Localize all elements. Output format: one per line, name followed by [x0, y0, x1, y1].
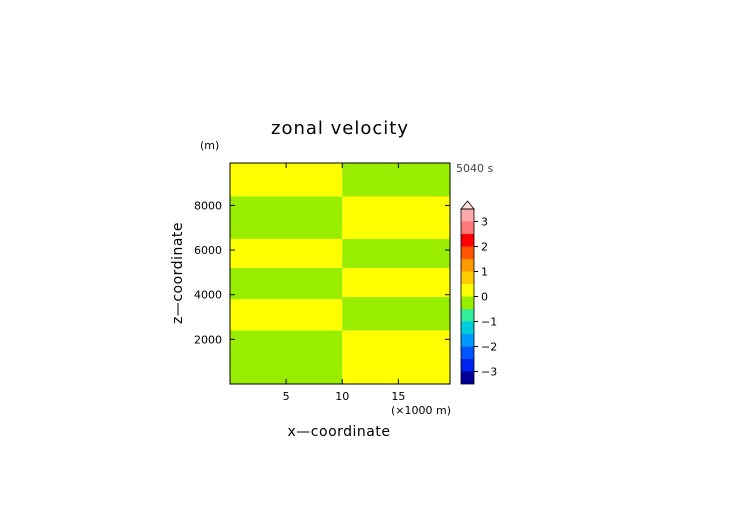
y-tick-label-0: 2000: [194, 333, 222, 346]
right-band-4: [342, 196, 450, 239]
colorbar-tick-label-5: −2: [481, 341, 497, 354]
left-band-1: [230, 299, 343, 331]
left-band-5: [230, 163, 343, 197]
colorbar-segment-12: [461, 359, 474, 372]
colorbar-segment-10: [461, 334, 474, 347]
y-tick-label-1: 4000: [194, 289, 222, 302]
colorbar-segment-8: [461, 309, 474, 322]
colorbar-segment-2: [461, 234, 474, 247]
colorbar: 3 2 1 0 −1 −2 −3: [460, 200, 497, 385]
time-label: 5040 s: [456, 162, 493, 175]
colorbar-segment-3: [461, 246, 474, 259]
colorbar-segment-9: [461, 321, 474, 334]
x-tick-label-0: 5: [283, 390, 290, 403]
x-tick-label-1: 10: [335, 390, 349, 403]
colorbar-tick-label-6: −3: [481, 366, 497, 379]
heatmap-field: [230, 163, 450, 384]
right-band-1: [342, 296, 450, 331]
colorbar-segment-4: [461, 259, 474, 272]
colorbar-segment-0: [461, 209, 474, 222]
colorbar-tick-label-3: 0: [481, 291, 488, 304]
colorbar-tick-label-1: 2: [481, 241, 488, 254]
right-band-2: [342, 267, 450, 297]
right-band-5: [342, 163, 450, 197]
left-band-2: [230, 267, 343, 300]
y-tick-label-2: 6000: [194, 244, 222, 257]
colorbar-tick-label-2: 1: [481, 266, 488, 279]
colorbar-tick-label-0: 3: [481, 216, 488, 229]
colorbar-segment-7: [461, 296, 474, 309]
y-tick-label-3: 8000: [194, 199, 222, 212]
plot-frame: [229, 162, 451, 385]
x-axis-label: x—coordinate: [288, 424, 391, 440]
y-unit-label: (m): [200, 139, 219, 152]
colorbar-segment-11: [461, 346, 474, 359]
left-band-0: [230, 330, 343, 384]
colorbar-tick-label-4: −1: [481, 316, 497, 329]
colorbar-segment-13: [461, 371, 474, 384]
right-band-0: [342, 330, 450, 384]
colorbar-segment-1: [461, 221, 474, 234]
x-unit-label: (×1000 m): [391, 404, 451, 417]
colorbar-segment-5: [461, 271, 474, 284]
y-axis-ticks: 2000 4000 6000 8000: [194, 199, 450, 346]
chart-title: zonal velocity: [271, 118, 409, 139]
left-band-4: [230, 196, 343, 239]
colorbar-segment-6: [461, 284, 474, 297]
y-axis-label: z—coordinate: [170, 222, 186, 324]
right-band-3: [342, 238, 450, 268]
x-tick-label-2: 15: [391, 390, 405, 403]
colorbar-overflow-triangle: [460, 200, 475, 210]
x-axis-ticks: 5 10 15: [283, 163, 405, 403]
left-band-3: [230, 238, 343, 268]
